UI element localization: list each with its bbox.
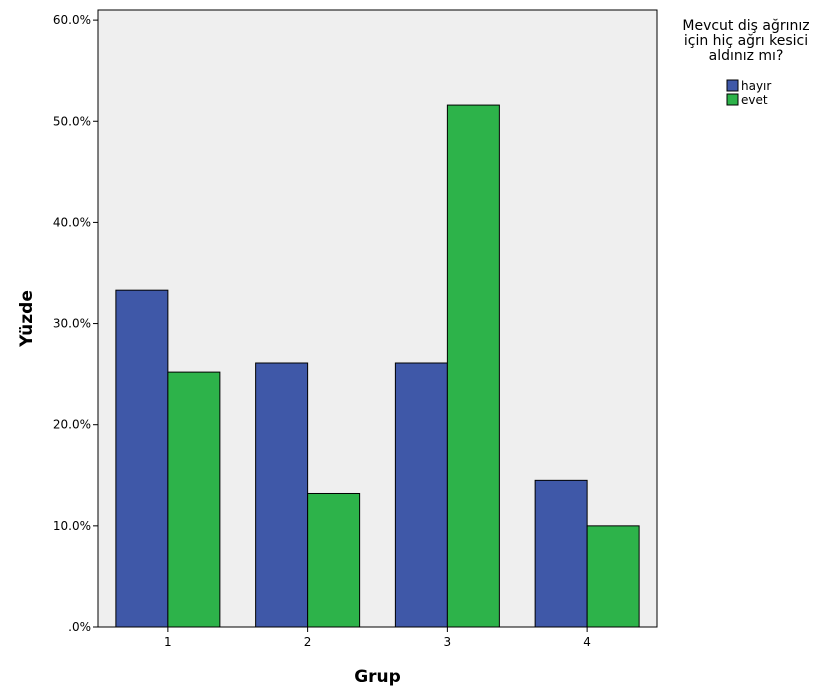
legend-label-evet: evet	[741, 93, 768, 107]
bar-hayır-3	[394, 362, 448, 628]
y-tick-label: 40.0%	[53, 215, 91, 229]
x-tick-label: 3	[444, 635, 452, 649]
x-tick-label: 2	[304, 635, 312, 649]
bar-evet-4	[586, 525, 640, 628]
x-tick-label: 4	[583, 635, 591, 649]
bar-hayır-2	[255, 362, 309, 628]
x-axis: 1 2 3 4	[164, 627, 591, 649]
y-tick-label: 20.0%	[53, 418, 91, 432]
legend-label-hayır: hayır	[741, 79, 771, 93]
legend-title-line: Mevcut diş ağrınız	[682, 18, 809, 34]
bar-evet-1	[167, 371, 221, 628]
bar-evet-3	[446, 104, 500, 628]
y-tick-label: .0%	[68, 620, 91, 634]
bars-group	[115, 104, 640, 628]
bar-evet-2	[307, 492, 361, 628]
y-axis: .0% 10.0% 20.0% 30.0% 40.0% 50.0% 60.0%	[53, 13, 98, 634]
legend-swatch-hayır	[726, 79, 739, 92]
y-tick-label: 60.0%	[53, 13, 91, 27]
legend-title-line: aldınız mı?	[709, 48, 784, 64]
x-axis-title: Grup	[354, 667, 401, 687]
y-tick-label: 30.0%	[53, 317, 91, 331]
bar-hayır-4	[534, 479, 588, 628]
y-tick-label: 10.0%	[53, 519, 91, 533]
legend-title-line: için hiç ağrı kesici	[684, 33, 808, 49]
x-tick-label: 1	[164, 635, 172, 649]
y-axis-title: Yüzde	[17, 290, 37, 348]
plot-frame	[97, 9, 658, 628]
legend-swatch-evet	[726, 93, 739, 106]
y-tick-label: 50.0%	[53, 114, 91, 128]
bar-hayır-1	[115, 289, 169, 628]
